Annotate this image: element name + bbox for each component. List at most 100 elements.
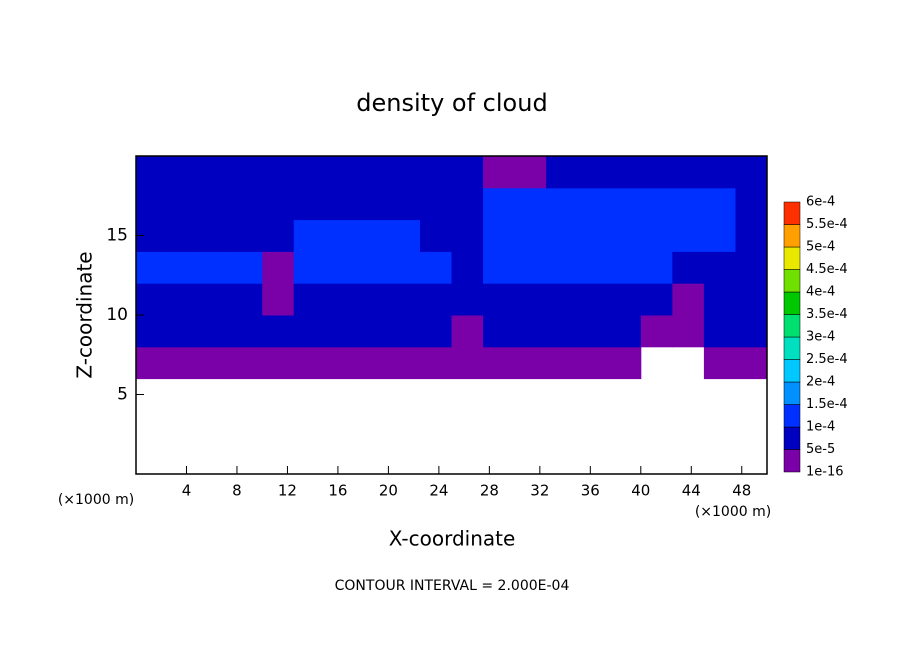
y-axis-label: Z-coordinate — [73, 251, 97, 378]
y-unit: (×1000 m) — [58, 492, 134, 508]
colorbar-box — [783, 359, 801, 383]
field-cell — [483, 283, 516, 316]
field-cell — [167, 187, 200, 221]
field-cell — [451, 251, 484, 284]
field-cell — [230, 346, 263, 380]
field-cell — [419, 187, 452, 221]
field-cell — [703, 283, 736, 316]
x-unit: (×1000 m) — [695, 504, 771, 520]
field-cell — [388, 187, 421, 221]
colorbar-box — [783, 404, 801, 428]
field-cell — [672, 283, 705, 316]
chart-title: density of cloud — [356, 89, 547, 117]
colorbar-label: 2.5e-4 — [806, 352, 848, 367]
field-cell — [451, 187, 484, 221]
field-cell — [230, 283, 263, 316]
colorbar-label: 1e-16 — [806, 465, 844, 480]
field-cell — [293, 283, 326, 316]
field-cell — [577, 346, 610, 380]
field-cell — [546, 219, 579, 252]
field-cell — [703, 156, 736, 189]
field-cell — [546, 187, 579, 221]
x-tick-label: 48 — [732, 482, 751, 500]
field-cell — [167, 251, 200, 284]
field-cell — [609, 219, 642, 252]
colorbar-label: 3e-4 — [806, 330, 835, 345]
field-cell — [356, 156, 389, 189]
field-cell — [609, 156, 642, 189]
field-cell — [703, 187, 736, 221]
field-cell — [136, 346, 169, 380]
field-cell — [199, 346, 232, 380]
field-cell — [451, 156, 484, 189]
x-tick-label: 24 — [429, 482, 448, 500]
colorbar-label: 5e-5 — [806, 442, 835, 457]
field-cell — [577, 283, 610, 316]
field-cell — [262, 156, 295, 189]
field-cell — [419, 156, 452, 189]
colorbar-box — [783, 336, 801, 360]
field-cell — [419, 346, 452, 380]
field-cell — [167, 346, 200, 380]
field-cell — [262, 219, 295, 252]
field-cell — [735, 315, 768, 348]
x-tick-label: 4 — [182, 482, 192, 500]
field-cell — [451, 283, 484, 316]
field-cell — [262, 315, 295, 348]
field-cell — [514, 156, 547, 189]
field-cell — [609, 187, 642, 221]
field-cell — [577, 315, 610, 348]
field-cell — [293, 156, 326, 189]
x-tick-label: 32 — [530, 482, 549, 500]
field-cell — [735, 156, 768, 189]
field-cell — [356, 219, 389, 252]
field-cell — [136, 315, 169, 348]
field-cell — [546, 315, 579, 348]
field-cell — [199, 283, 232, 316]
field-cell — [672, 156, 705, 189]
field-cell — [735, 283, 768, 316]
field-cell — [230, 219, 263, 252]
colorbar-label: 5e-4 — [806, 240, 835, 255]
field-cell — [262, 187, 295, 221]
colorbar-label: 1.5e-4 — [806, 397, 848, 412]
colorbar-box — [783, 246, 801, 270]
field-cell — [199, 251, 232, 284]
field-cell — [640, 219, 673, 252]
field-cell — [735, 187, 768, 221]
field-cell — [230, 251, 263, 284]
field-cell — [325, 283, 358, 316]
x-tick-label: 8 — [232, 482, 242, 500]
field-cell — [546, 251, 579, 284]
field-cell — [609, 346, 642, 380]
field-cell — [419, 315, 452, 348]
field-cell — [735, 251, 768, 284]
field-cell — [388, 156, 421, 189]
field-cell — [262, 283, 295, 316]
field-cell — [199, 219, 232, 252]
field-cell — [199, 187, 232, 221]
field-cell — [388, 315, 421, 348]
field-cell — [451, 346, 484, 380]
field-cell — [483, 187, 516, 221]
field-cell — [735, 219, 768, 252]
field-cell — [136, 251, 169, 284]
field-cell — [640, 251, 673, 284]
field-cell — [735, 346, 768, 380]
colorbar-label: 4e-4 — [806, 285, 835, 300]
field-cell — [577, 251, 610, 284]
x-tick-label: 36 — [581, 482, 600, 500]
field-cell — [388, 283, 421, 316]
colorbar-box — [783, 269, 801, 293]
x-tick-label: 16 — [328, 482, 347, 500]
footnote: CONTOUR INTERVAL = 2.000E-04 — [335, 578, 570, 594]
field-cell — [136, 187, 169, 221]
x-tick-label: 40 — [631, 482, 650, 500]
field-cell — [703, 219, 736, 252]
field-cell — [325, 156, 358, 189]
field-cell — [451, 315, 484, 348]
field-cell — [640, 187, 673, 221]
x-axis-label: X-coordinate — [389, 527, 516, 551]
field-cell — [293, 315, 326, 348]
